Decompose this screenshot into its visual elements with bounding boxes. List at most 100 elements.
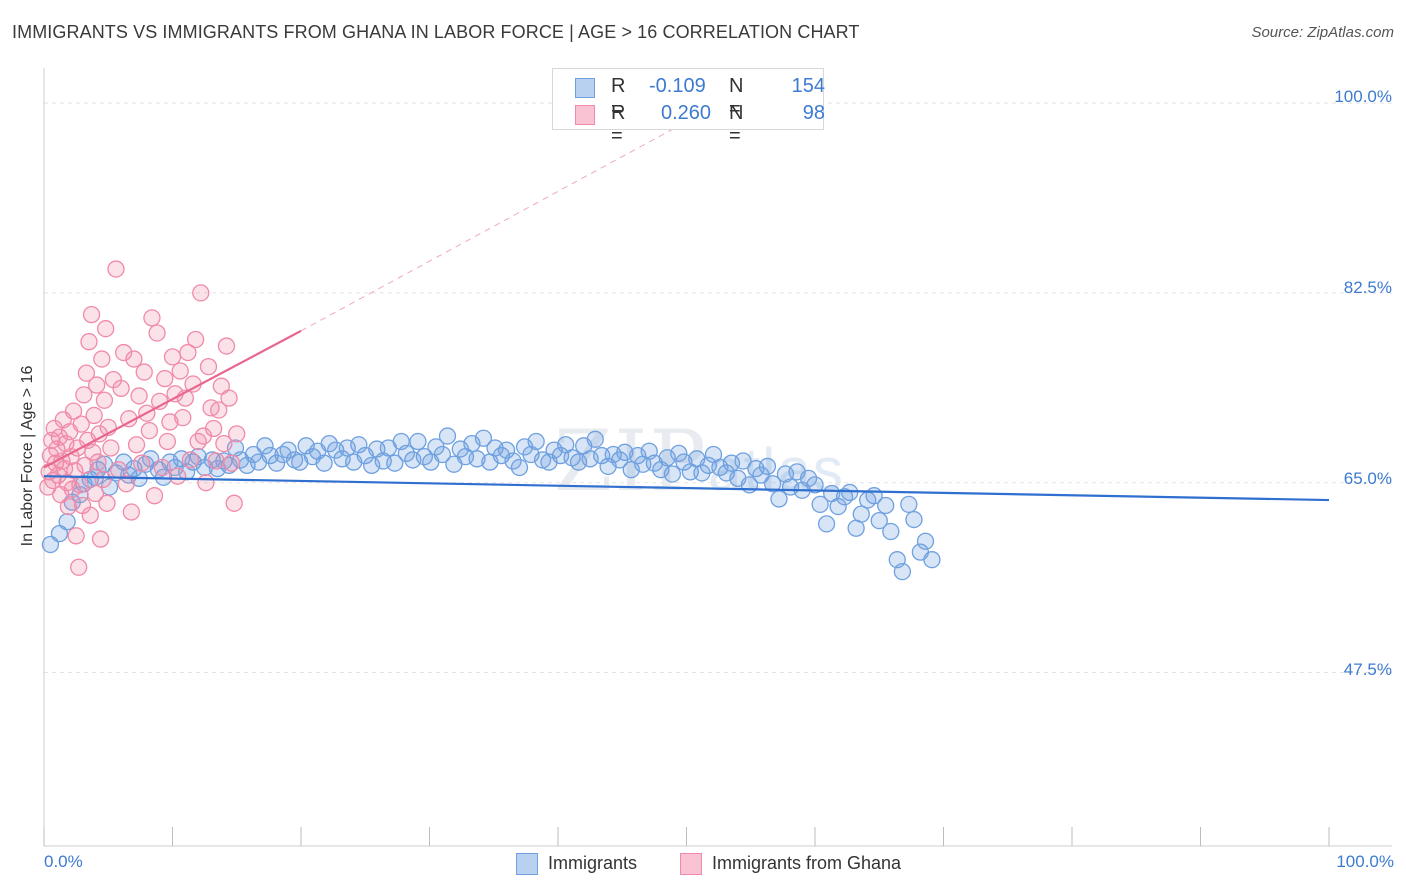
immigrants-point [811, 495, 829, 514]
ghana-point [163, 348, 182, 366]
ghana-point [127, 436, 146, 454]
ghana-point [82, 305, 101, 324]
ghana-point [84, 443, 102, 461]
immigrants-point [675, 453, 693, 471]
y-tick-label: 65.0% [1343, 469, 1392, 488]
immigrants-point [350, 436, 368, 454]
x-tick-label: 100.0% [1336, 852, 1394, 871]
ghana-point [197, 474, 215, 492]
immigrants-point [758, 457, 777, 476]
immigrants-point [806, 476, 824, 494]
ghana-point [210, 401, 228, 419]
immigrants-point [905, 510, 923, 529]
ghana-point [67, 527, 85, 545]
immigrants-point [409, 432, 427, 451]
ghana-point [184, 375, 202, 393]
chart-title: IMMIGRANTS VS IMMIGRANTS FROM GHANA IN L… [12, 22, 860, 42]
ghana-point [94, 470, 112, 489]
immigrants-point [510, 458, 529, 477]
immigrants-point [799, 469, 818, 488]
source-credit: Source: ZipAtlas.com [1251, 24, 1394, 41]
ghana-point [158, 432, 177, 451]
immigrants-point [882, 522, 900, 541]
ghana-point [75, 386, 93, 404]
legend-swatch-pink [680, 853, 702, 875]
ghana-point [140, 421, 159, 440]
ghana-point [109, 461, 128, 479]
immigrants-point [474, 429, 493, 447]
immigrants-point [315, 454, 333, 472]
immigrants-point [433, 445, 452, 464]
legend-label: Immigrants from Ghana [712, 853, 902, 873]
immigrants-point [616, 443, 634, 461]
r-label: R = [611, 75, 626, 120]
immigrants-point [829, 497, 847, 516]
ghana-point [107, 260, 125, 278]
ghana-point [156, 369, 174, 388]
ghana-point [130, 387, 148, 405]
ghana-point [207, 452, 225, 470]
immigrants-point [504, 452, 522, 470]
r-value: -0.109 [649, 75, 706, 97]
ghana-point [72, 415, 90, 433]
immigrants-point [438, 427, 457, 445]
legend-swatch-blue [516, 853, 538, 875]
immigrants-point [670, 444, 688, 463]
ghana-trendline-extension [300, 86, 751, 332]
ghana-point [179, 343, 197, 362]
y-tick-label: 47.5% [1343, 660, 1392, 679]
immigrants-point [916, 532, 935, 550]
immigrants-point [870, 511, 888, 530]
ghana-point [133, 454, 151, 472]
ghana-point [145, 487, 164, 505]
ghana-point [215, 434, 233, 453]
n-label: N = [729, 75, 744, 120]
ghana-point [117, 475, 135, 493]
immigrants-point [497, 441, 516, 459]
immigrants-point [291, 453, 309, 471]
ghana-point [212, 377, 230, 395]
ghana-point [143, 309, 161, 327]
ghana-point [148, 324, 166, 342]
ghana-point [192, 284, 210, 302]
ghana-point [102, 439, 120, 457]
immigrants-point [900, 495, 918, 514]
immigrants-point [267, 454, 286, 472]
r-value: 0.260 [661, 102, 712, 124]
ghana-point [76, 456, 94, 474]
immigrants-point [893, 562, 912, 581]
ghana-point [91, 530, 110, 548]
ghana-point [161, 413, 179, 431]
legend-swatch-blue [575, 78, 595, 98]
immigrants-point [386, 454, 404, 472]
ghana-point [122, 503, 141, 521]
x-tick-label: 0.0% [44, 852, 83, 871]
ghana-point [50, 428, 69, 446]
legend-label: Immigrants [548, 853, 638, 873]
n-label: N = [729, 102, 744, 147]
immigrants-point [50, 525, 69, 543]
ghana-point [70, 558, 88, 576]
n-value: 98 [802, 102, 825, 124]
ghana-point [81, 506, 99, 524]
immigrants-point [533, 451, 552, 469]
ghana-point [153, 458, 171, 477]
y-tick-label: 100.0% [1334, 87, 1392, 106]
immigrants-point [468, 450, 486, 468]
ghana-point [125, 350, 143, 368]
immigrants-point [320, 434, 338, 453]
ghana-point [85, 406, 103, 425]
y-tick-label: 82.5% [1343, 278, 1392, 297]
immigrants-point [397, 444, 416, 463]
ghana-point [168, 467, 187, 485]
ghana-point [135, 363, 153, 381]
ghana-point [59, 497, 78, 516]
ghana-point [217, 337, 236, 355]
immigrants-trendline [43, 475, 1330, 502]
immigrants-point [58, 513, 76, 531]
ghana-point [181, 451, 200, 469]
ghana-point [89, 453, 107, 471]
ghana-point [80, 333, 98, 351]
stats-legend: R = -0.109 N = 154 R = 0.260 N = 98 [552, 68, 825, 147]
ghana-point [77, 364, 96, 382]
